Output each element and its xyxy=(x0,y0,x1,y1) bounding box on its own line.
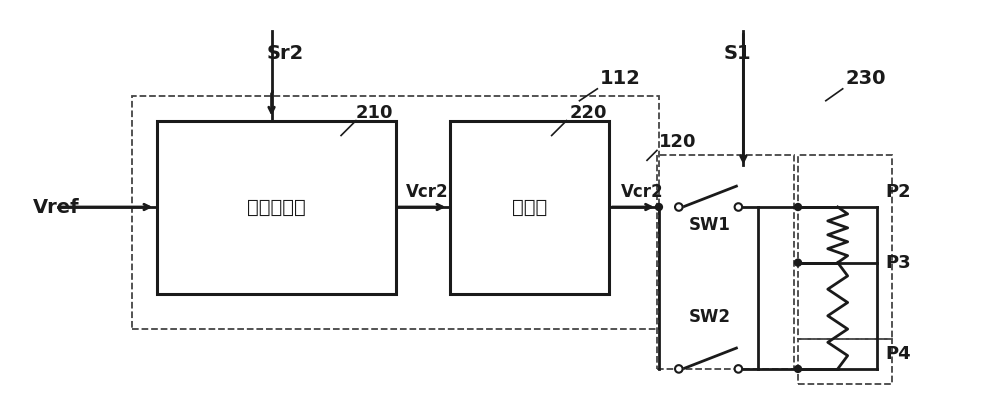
Bar xyxy=(450,121,609,294)
Text: Vref: Vref xyxy=(33,198,80,217)
Text: 电压选择器: 电压选择器 xyxy=(247,198,306,217)
Circle shape xyxy=(795,366,801,372)
Text: P4: P4 xyxy=(885,345,911,363)
Text: Sr2: Sr2 xyxy=(267,44,304,63)
Circle shape xyxy=(795,203,801,210)
Bar xyxy=(157,121,396,294)
Text: S1: S1 xyxy=(723,44,751,63)
Text: 112: 112 xyxy=(599,69,640,88)
Text: P2: P2 xyxy=(885,183,911,201)
Text: P3: P3 xyxy=(885,254,911,272)
Text: Vcr2: Vcr2 xyxy=(621,183,664,201)
Bar xyxy=(798,155,892,339)
Bar xyxy=(657,155,794,369)
Text: 210: 210 xyxy=(356,104,393,122)
Bar xyxy=(798,339,892,384)
Text: SW2: SW2 xyxy=(689,308,731,326)
Text: Vcr2: Vcr2 xyxy=(406,183,448,201)
Circle shape xyxy=(735,365,742,373)
Text: 230: 230 xyxy=(846,69,886,88)
Circle shape xyxy=(735,203,742,211)
Bar xyxy=(132,96,659,329)
Text: 缓冲器: 缓冲器 xyxy=(512,198,547,217)
Text: 220: 220 xyxy=(570,104,607,122)
Circle shape xyxy=(795,259,801,266)
Text: 120: 120 xyxy=(659,134,696,151)
Circle shape xyxy=(675,203,683,211)
Text: SW1: SW1 xyxy=(689,216,731,234)
Circle shape xyxy=(655,203,662,210)
Circle shape xyxy=(675,365,683,373)
